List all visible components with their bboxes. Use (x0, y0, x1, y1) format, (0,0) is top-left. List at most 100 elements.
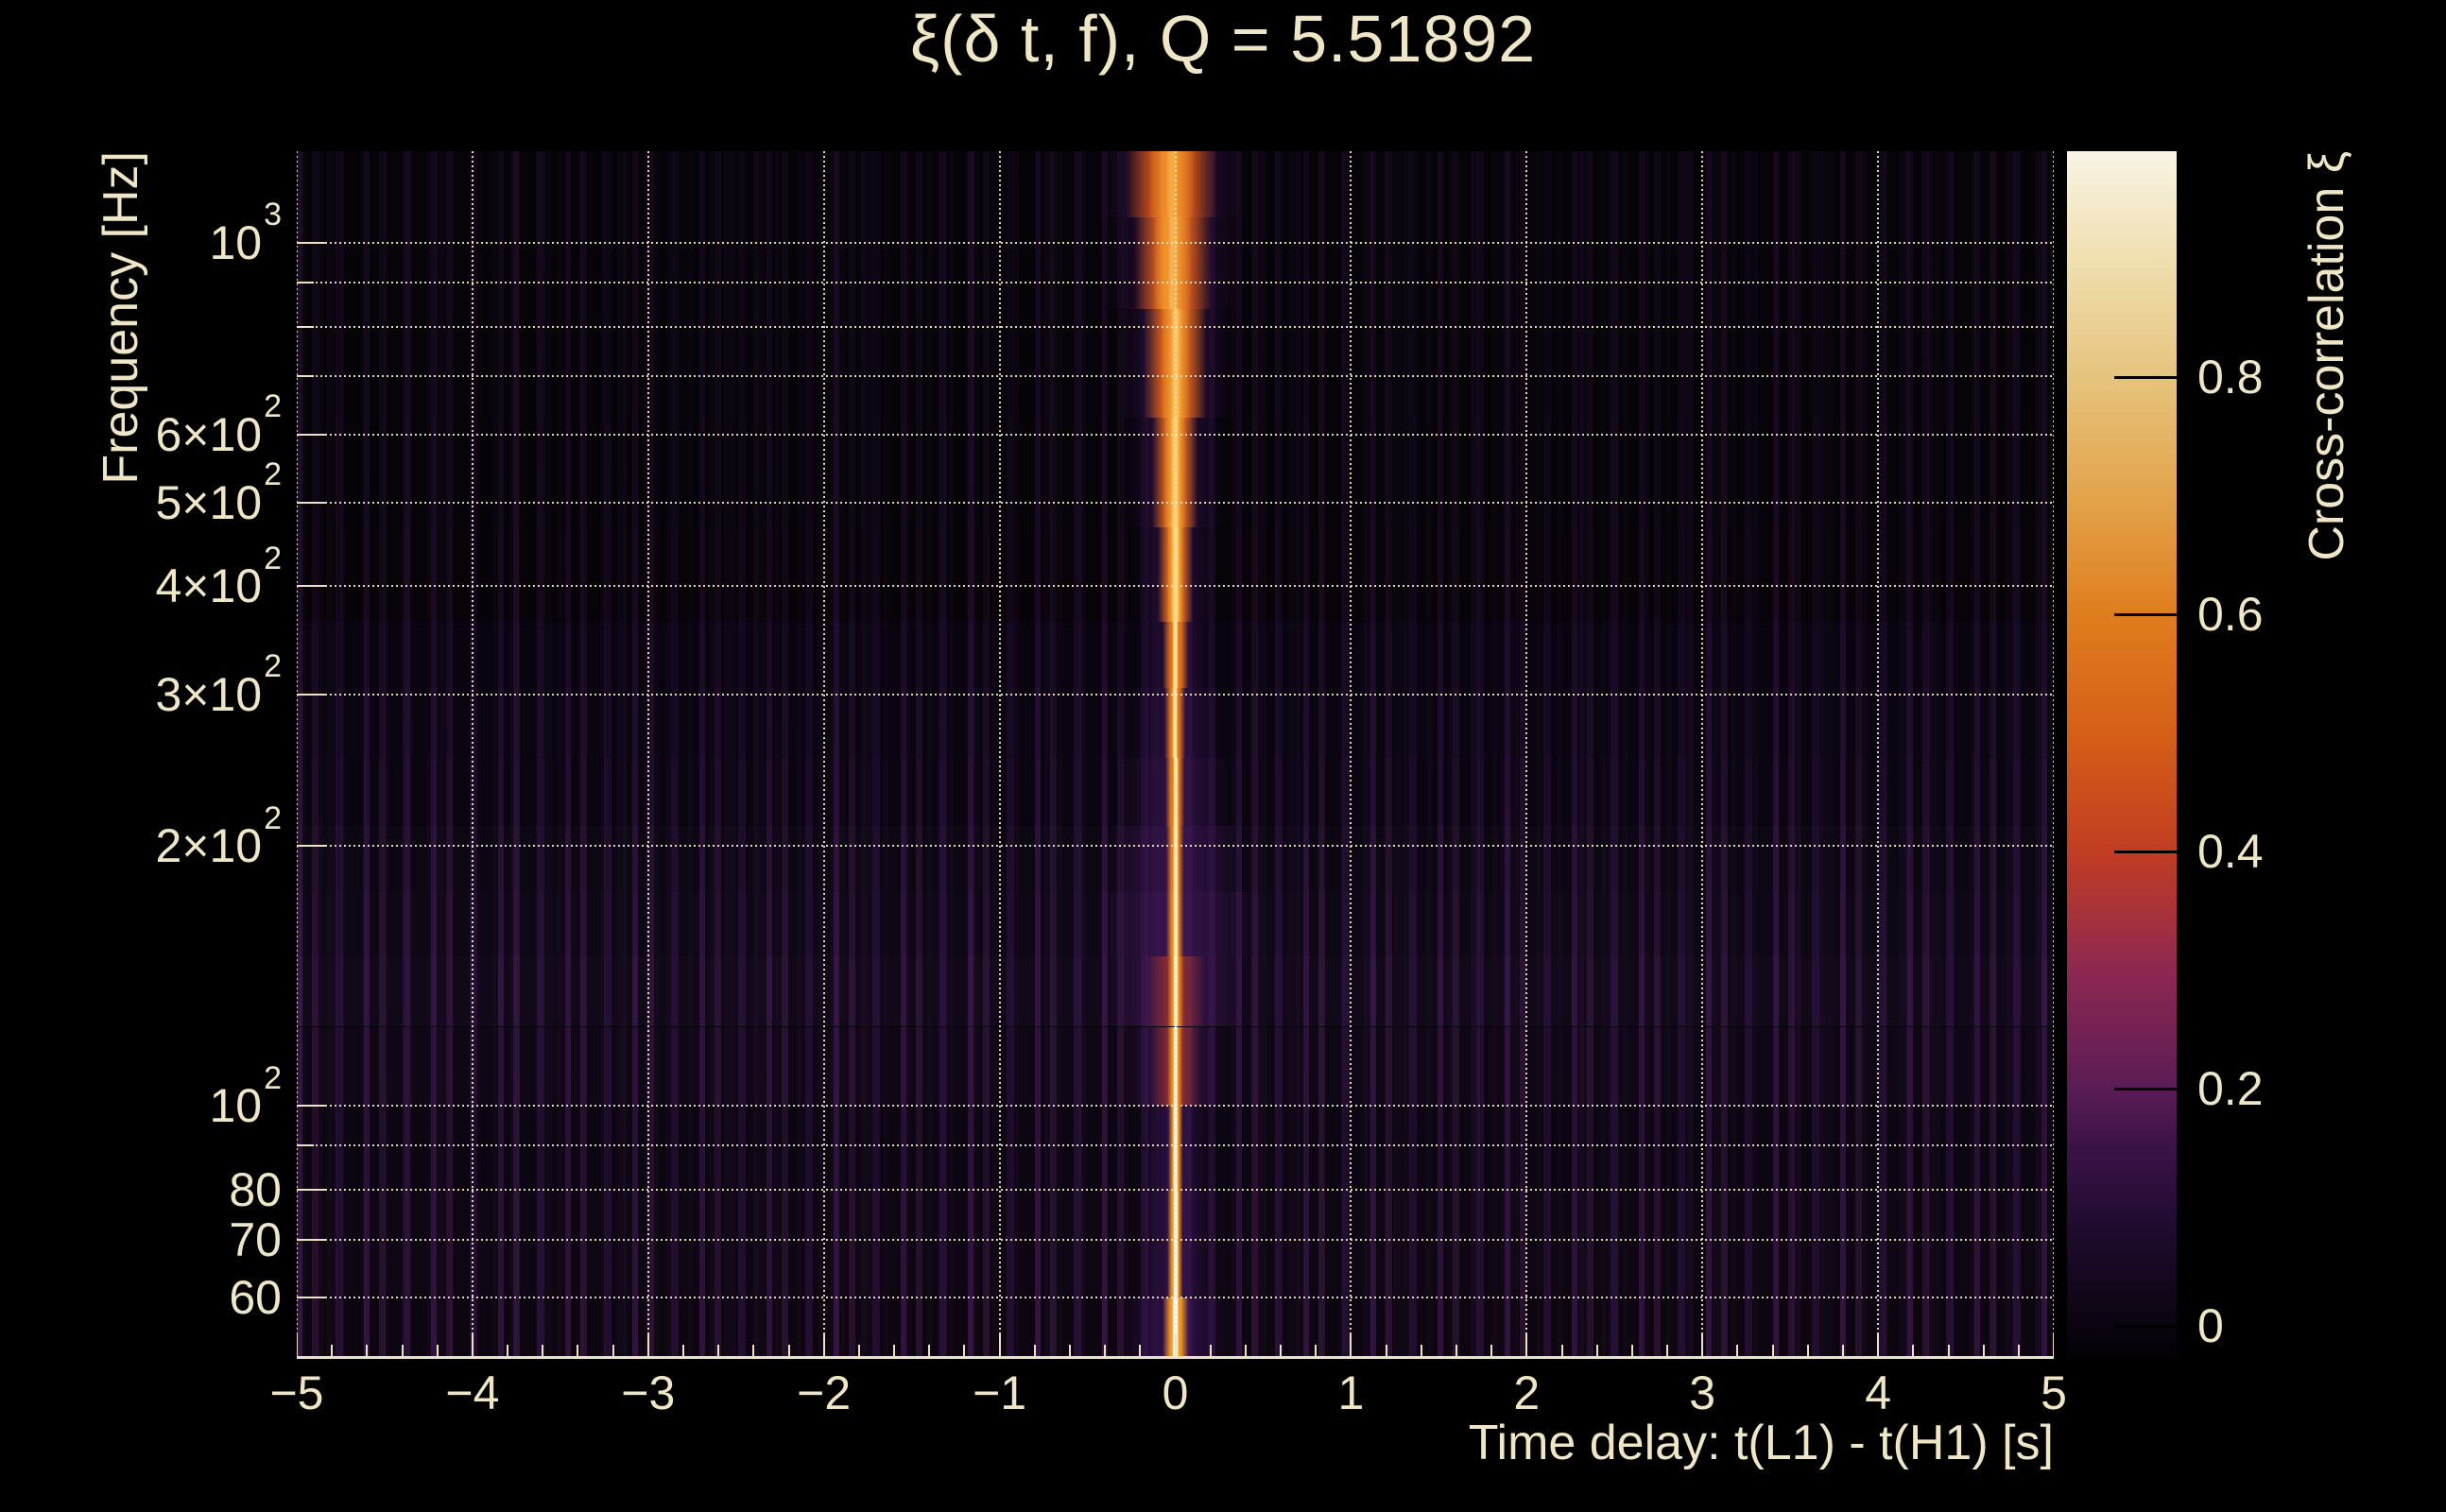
x-minor-tick (577, 1345, 579, 1359)
x-tick-label-2: 2 (1513, 1366, 1541, 1419)
x-minor-tick (1104, 1345, 1107, 1359)
chart-title: ξ(δ t, f), Q = 5.51892 (909, 2, 1537, 76)
colorbar-tick-label-0: 0 (2197, 1298, 2224, 1352)
y-major-tick (297, 1296, 325, 1298)
x-minor-tick (1209, 1345, 1212, 1359)
x-major-tick (998, 1334, 1001, 1359)
x-minor-tick (2017, 1345, 2020, 1359)
x-minor-tick (1666, 1345, 1668, 1359)
colorbar-tick-label-0.6: 0.6 (2197, 587, 2264, 641)
x-major-tick (2053, 1334, 2054, 1359)
colorbar-tick-0 (2114, 1324, 2177, 1328)
x-major-tick (822, 1334, 825, 1359)
x-minor-tick (1069, 1345, 1071, 1359)
x-minor-tick (1244, 1345, 1247, 1359)
x-gridline--4 (471, 151, 474, 1359)
x-minor-tick (366, 1345, 369, 1359)
x-minor-tick (928, 1345, 931, 1359)
x-tick-label-0: 0 (1162, 1366, 1189, 1419)
y-major-tick (297, 501, 325, 504)
x-gridline-2 (1525, 151, 1528, 1359)
y-minor-tick (297, 281, 314, 284)
x-gridline--3 (646, 151, 649, 1359)
y-tick-label-600: 6×102 (155, 387, 282, 461)
x-minor-tick (401, 1345, 404, 1359)
colorbar-tick-0.2 (2114, 1087, 2177, 1091)
x-tick-label--1: −1 (973, 1366, 1027, 1419)
x-tick-label-4: 4 (1865, 1366, 1891, 1419)
y-minor-tick (297, 325, 314, 328)
x-minor-tick (1033, 1345, 1036, 1359)
y-major-tick (297, 845, 325, 848)
x-minor-tick (1982, 1345, 1985, 1359)
x-minor-tick (963, 1345, 966, 1359)
y-tick-label-100: 102 (209, 1059, 282, 1133)
y-tick-label-400: 4×102 (155, 540, 282, 613)
y-tick-label-200: 2×102 (155, 799, 282, 873)
x-gridline--1 (998, 151, 1001, 1359)
x-minor-tick (542, 1345, 544, 1359)
colorbar-tick-0.8 (2114, 375, 2177, 379)
x-minor-tick (1806, 1345, 1809, 1359)
x-minor-tick (787, 1345, 790, 1359)
y-major-tick (297, 693, 325, 696)
x-minor-tick (1947, 1345, 1950, 1359)
x-axis-title: Time delay: t(L1) - t(H1) [s] (1468, 1416, 2054, 1470)
x-minor-tick (1420, 1345, 1422, 1359)
y-major-tick (297, 585, 325, 588)
x-minor-tick (1139, 1345, 1142, 1359)
x-minor-tick (436, 1345, 439, 1359)
y-major-tick (297, 1105, 325, 1108)
x-minor-tick (1385, 1345, 1387, 1359)
x-minor-tick (1771, 1345, 1774, 1359)
x-minor-tick (1280, 1345, 1282, 1359)
x-tick-label--5: −5 (269, 1366, 324, 1419)
x-minor-tick (893, 1345, 896, 1359)
x-major-tick (1877, 1334, 1880, 1359)
x-minor-tick (1490, 1345, 1493, 1359)
x-major-tick (1174, 1334, 1177, 1359)
x-minor-tick (507, 1345, 509, 1359)
x-minor-tick (1736, 1345, 1739, 1359)
x-gridline-1 (1350, 151, 1352, 1359)
y-tick-label-300: 3×102 (155, 647, 282, 721)
y-tick-label-500: 5×102 (155, 456, 282, 529)
x-tick-label--2: −2 (797, 1366, 852, 1419)
x-major-tick (1701, 1334, 1704, 1359)
x-major-tick (646, 1334, 649, 1359)
x-gridline--2 (822, 151, 825, 1359)
x-major-tick (297, 1334, 298, 1359)
x-tick-label-3: 3 (1689, 1366, 1716, 1419)
x-minor-tick (612, 1345, 614, 1359)
y-major-tick (297, 1188, 325, 1191)
y-major-tick (297, 242, 325, 244)
x-gridline-4 (1877, 151, 1880, 1359)
x-minor-tick (1315, 1345, 1318, 1359)
x-minor-tick (752, 1345, 755, 1359)
y-major-tick (297, 433, 325, 436)
x-minor-tick (1841, 1345, 1844, 1359)
y-minor-tick (297, 1144, 314, 1146)
x-tick-label--3: −3 (621, 1366, 676, 1419)
x-minor-tick (717, 1345, 720, 1359)
x-tick-label-1: 1 (1337, 1366, 1365, 1419)
x-gridline-3 (1701, 151, 1704, 1359)
y-major-tick (297, 1238, 325, 1241)
x-minor-tick (682, 1345, 684, 1359)
x-tick-label--4: −4 (445, 1366, 500, 1419)
x-minor-tick (1630, 1345, 1633, 1359)
x-minor-tick (1455, 1345, 1457, 1359)
y-tick-label-80: 80 (229, 1162, 282, 1216)
heatmap-plot-area (297, 151, 2054, 1359)
x-gridline--5 (297, 151, 298, 1359)
y-tick-label-70: 70 (229, 1212, 282, 1266)
colorbar-tick-0.6 (2114, 612, 2177, 616)
colorbar-tick-label-0.8: 0.8 (2197, 350, 2264, 404)
x-minor-tick (1560, 1345, 1563, 1359)
colorbar (2067, 151, 2177, 1359)
colorbar-tick-label-0.4: 0.4 (2197, 824, 2264, 878)
x-minor-tick (1595, 1345, 1598, 1359)
y-minor-tick (297, 375, 314, 378)
x-major-tick (471, 1334, 474, 1359)
x-gridline-5 (2053, 151, 2054, 1359)
